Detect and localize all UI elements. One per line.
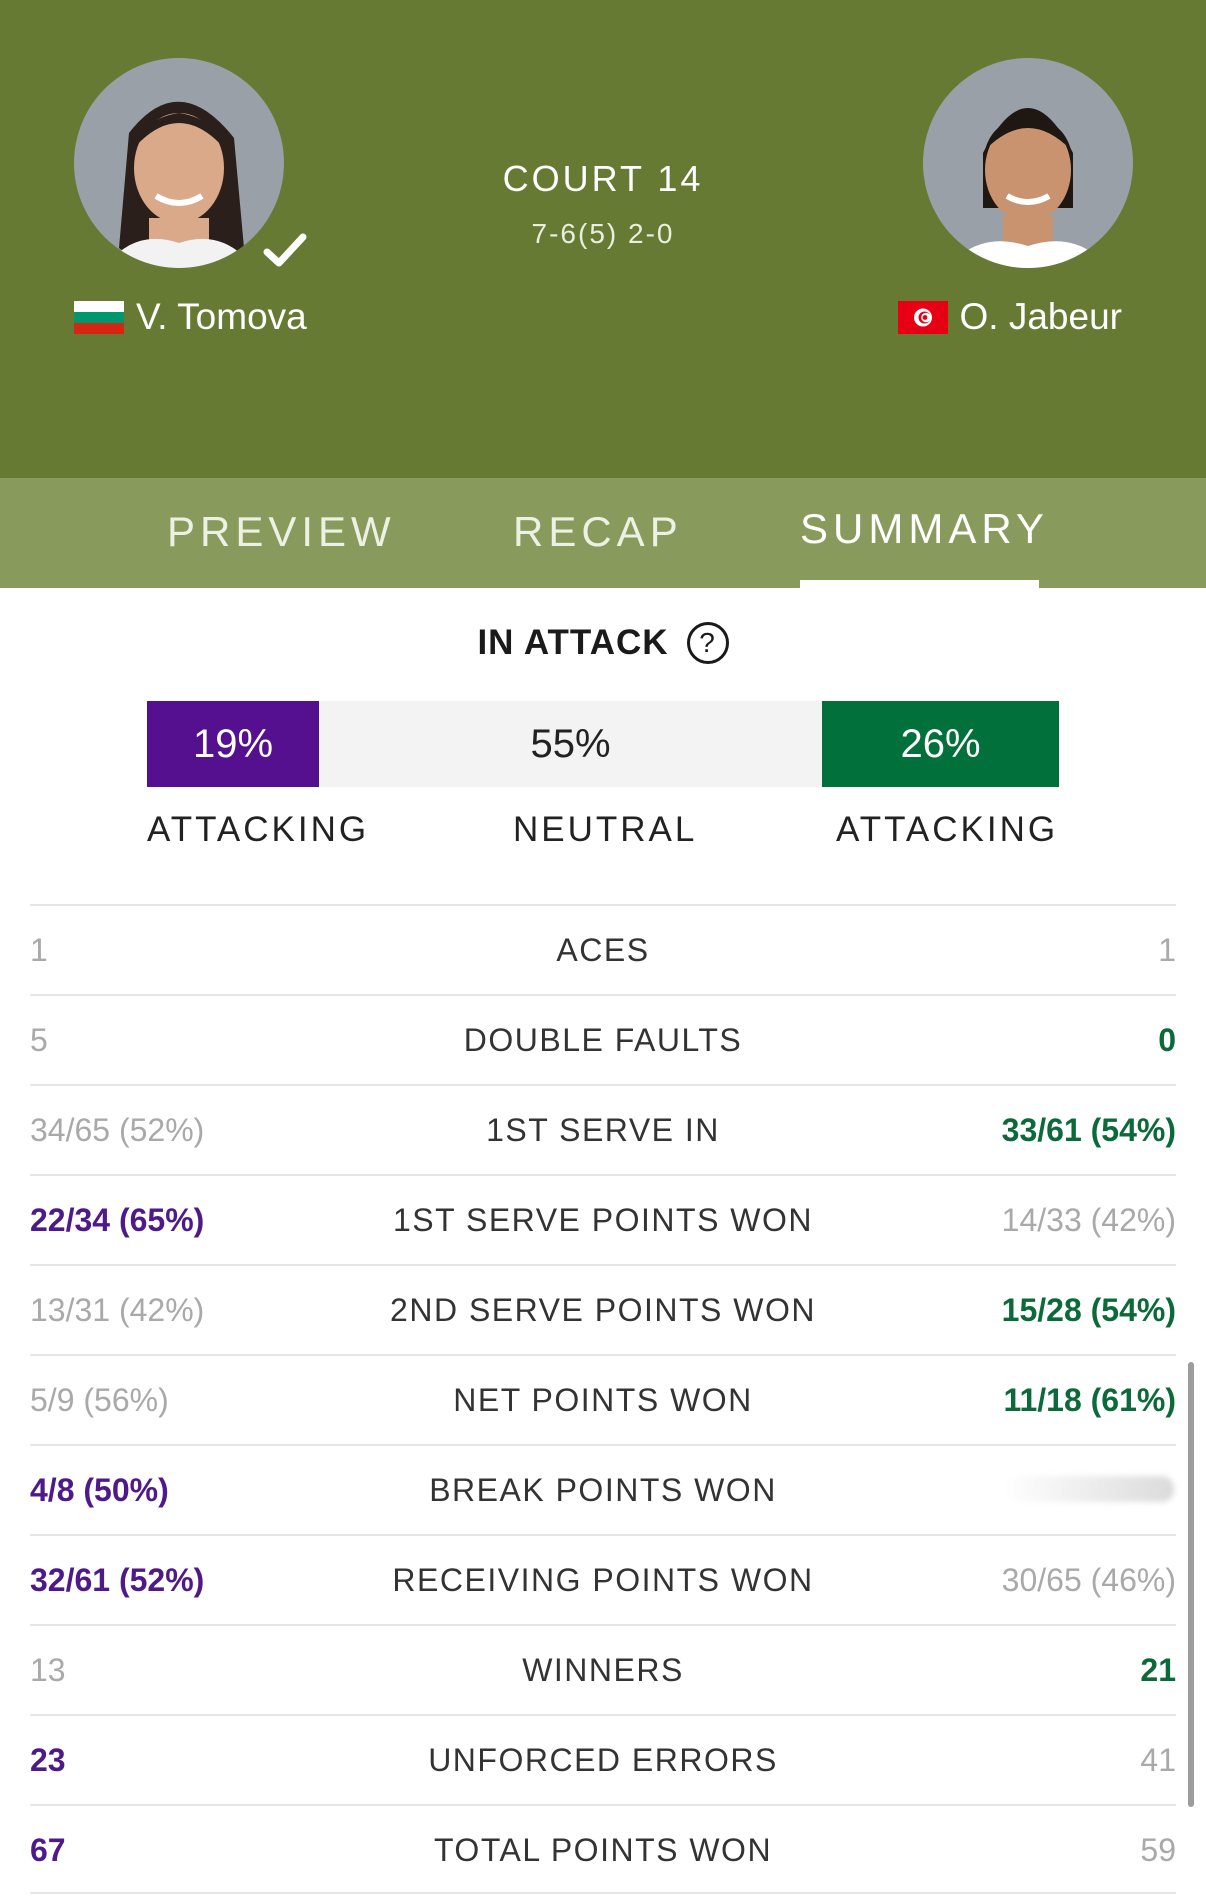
stat-left-value: 22/34 (65%) <box>30 1202 205 1238</box>
active-tab-indicator <box>800 580 1039 588</box>
stat-row-unforced-errors: 23 UNFORCED ERRORS 41 <box>30 1714 1176 1804</box>
player-right-name[interactable]: O. Jabeur <box>897 296 1122 338</box>
stat-right-value: 59 <box>1140 1832 1176 1868</box>
stat-row-double-faults: 5 DOUBLE FAULTS 0 <box>30 994 1176 1084</box>
stat-left-value: 13/31 (42%) <box>30 1292 205 1328</box>
stat-left-value: 13 <box>30 1652 66 1688</box>
stat-row-net-points-won: 5/9 (56%) NET POINTS WON 11/18 (61%) <box>30 1354 1176 1444</box>
stat-row-receiving-points-won: 32/61 (52%) RECEIVING POINTS WON 30/65 (… <box>30 1534 1176 1624</box>
stat-row-2nd-serve-points-won: 13/31 (42%) 2ND SERVE POINTS WON 15/28 (… <box>30 1264 1176 1354</box>
stat-label: ACES <box>556 932 650 968</box>
scrollbar[interactable] <box>1188 1362 1194 1807</box>
stat-row-break-points-won: 4/8 (50%) BREAK POINTS WON <box>30 1444 1176 1534</box>
stat-row-1st-serve-points-won: 22/34 (65%) 1ST SERVE POINTS WON 14/33 (… <box>30 1174 1176 1264</box>
stat-left-value: 1 <box>30 932 48 968</box>
stat-label: NET POINTS WON <box>453 1382 753 1418</box>
stat-row-aces: 1 ACES 1 <box>30 904 1176 994</box>
attack-label-neutral: NEUTRAL <box>513 810 698 849</box>
stat-row-1st-serve-in: 34/65 (52%) 1ST SERVE IN 33/61 (54%) <box>30 1084 1176 1174</box>
tab-preview[interactable]: PREVIEW <box>167 508 396 555</box>
stat-right-value-obscured <box>1004 1476 1174 1502</box>
stat-label: WINNERS <box>522 1652 684 1688</box>
stat-left-value: 34/65 (52%) <box>30 1112 205 1148</box>
stat-left-value: 67 <box>30 1832 66 1868</box>
match-header: COURT 14 7-6(5) 2-0 V. Tomova O. Jabeur <box>0 0 1206 478</box>
stat-label: UNFORCED ERRORS <box>428 1742 778 1778</box>
stat-left-value: 23 <box>30 1742 66 1778</box>
match-tabs: PREVIEW RECAP SUMMARY <box>0 478 1206 588</box>
attack-bar-left: 19% <box>147 701 319 787</box>
stat-right-value: 14/33 (42%) <box>1001 1202 1176 1238</box>
tab-summary[interactable]: SUMMARY <box>800 505 1049 552</box>
stat-left-value: 5/9 (56%) <box>30 1382 169 1418</box>
match-score: 7-6(5) 2-0 <box>531 218 675 249</box>
attack-label-right: ATTACKING <box>836 810 1059 849</box>
court-name: COURT 14 <box>502 158 704 199</box>
stat-label: 1ST SERVE POINTS WON <box>392 1202 813 1238</box>
stat-label: DOUBLE FAULTS <box>463 1022 743 1058</box>
winner-check-icon <box>263 233 307 267</box>
stat-left-value: 5 <box>30 1022 48 1058</box>
player-left-name[interactable]: V. Tomova <box>74 296 307 338</box>
question-circle-icon[interactable]: ? <box>686 622 729 664</box>
stats-table: 1 ACES 1 5 DOUBLE FAULTS 0 34/65 (52%) 1… <box>30 904 1176 1894</box>
player-left-avatar[interactable] <box>74 58 284 268</box>
stat-right-value: 41 <box>1140 1742 1176 1778</box>
stat-label: RECEIVING POINTS WON <box>392 1562 814 1598</box>
stat-right-value: 30/65 (46%) <box>1001 1562 1176 1598</box>
player-right-name-text: O. Jabeur <box>959 296 1122 337</box>
attack-bar-right: 26% <box>822 701 1059 787</box>
stat-label: 2ND SERVE POINTS WON <box>390 1292 816 1328</box>
stat-right-value: 15/28 (54%) <box>1001 1292 1176 1328</box>
stat-label: BREAK POINTS WON <box>429 1472 777 1508</box>
player-left-name-text: V. Tomova <box>136 296 307 337</box>
in-attack-title: IN ATTACK <box>477 623 669 662</box>
tunisia-flag-icon <box>897 300 948 334</box>
in-attack-heading: IN ATTACK ? <box>0 622 1206 664</box>
stat-row-winners: 13 WINNERS 21 <box>30 1624 1176 1714</box>
stat-row-total-points-won: 67 TOTAL POINTS WON 59 <box>30 1804 1176 1894</box>
stat-right-value: 11/18 (61%) <box>1003 1382 1176 1418</box>
attack-bar-neutral: 55% <box>319 701 822 787</box>
attack-label-left: ATTACKING <box>147 810 370 849</box>
tab-recap[interactable]: RECAP <box>513 508 683 555</box>
stat-label: TOTAL POINTS WON <box>433 1832 773 1868</box>
stat-label: 1ST SERVE IN <box>486 1112 720 1148</box>
stat-right-value: 21 <box>1140 1652 1176 1688</box>
stat-left-value: 4/8 (50%) <box>30 1472 169 1508</box>
bulgaria-flag-icon <box>74 300 124 334</box>
stat-right-value: 33/61 (54%) <box>1001 1112 1176 1148</box>
stat-right-value: 1 <box>1158 932 1176 968</box>
stat-right-value: 0 <box>1158 1022 1176 1058</box>
stat-left-value: 32/61 (52%) <box>30 1562 205 1598</box>
